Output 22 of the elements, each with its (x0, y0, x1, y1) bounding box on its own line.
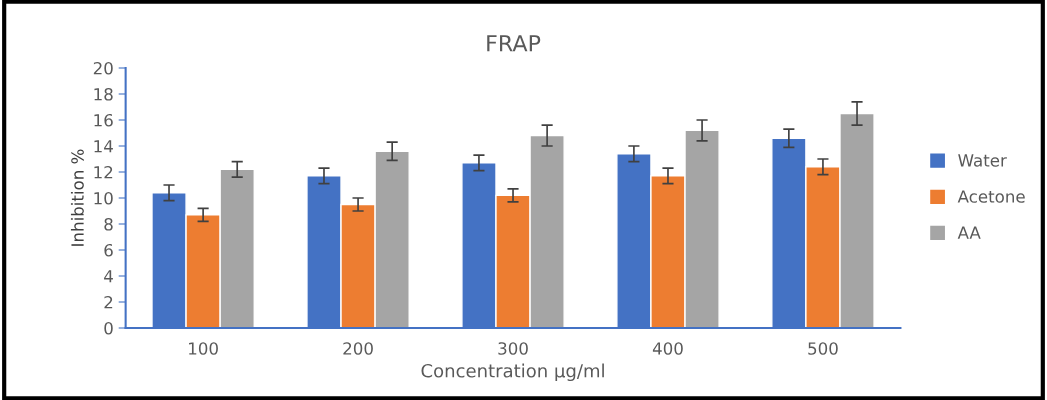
y-axis-title: Inhibition % (70, 149, 84, 246)
x-tick-label: 300 (498, 342, 528, 355)
y-tick-label: 8 (104, 217, 113, 231)
y-tick-label: 18 (94, 87, 113, 101)
y-tick-label: 14 (94, 140, 113, 153)
x-tick-label: 400 (652, 342, 683, 355)
y-tick-label: 0 (104, 321, 113, 335)
y-tick-label: 2 (104, 295, 113, 309)
legend-label: Acetone (957, 190, 1025, 203)
y-tick-label: 16 (94, 113, 113, 127)
y-tick-label: 4 (104, 270, 113, 283)
x-tick-label: 100 (189, 342, 218, 355)
x-axis-title: Concentration µg/ml (421, 363, 604, 382)
y-tick-label: 10 (94, 191, 113, 205)
y-tick-label: 12 (94, 165, 113, 179)
y-tick-label: 6 (104, 243, 113, 257)
y-tick-label: 20 (93, 61, 113, 75)
x-tick-label: 200 (343, 342, 373, 355)
legend-label: AA (957, 226, 981, 239)
x-tick-label: 500 (808, 342, 838, 355)
legend-label: Water (958, 154, 1007, 167)
chart-title: FRAP (487, 35, 541, 52)
